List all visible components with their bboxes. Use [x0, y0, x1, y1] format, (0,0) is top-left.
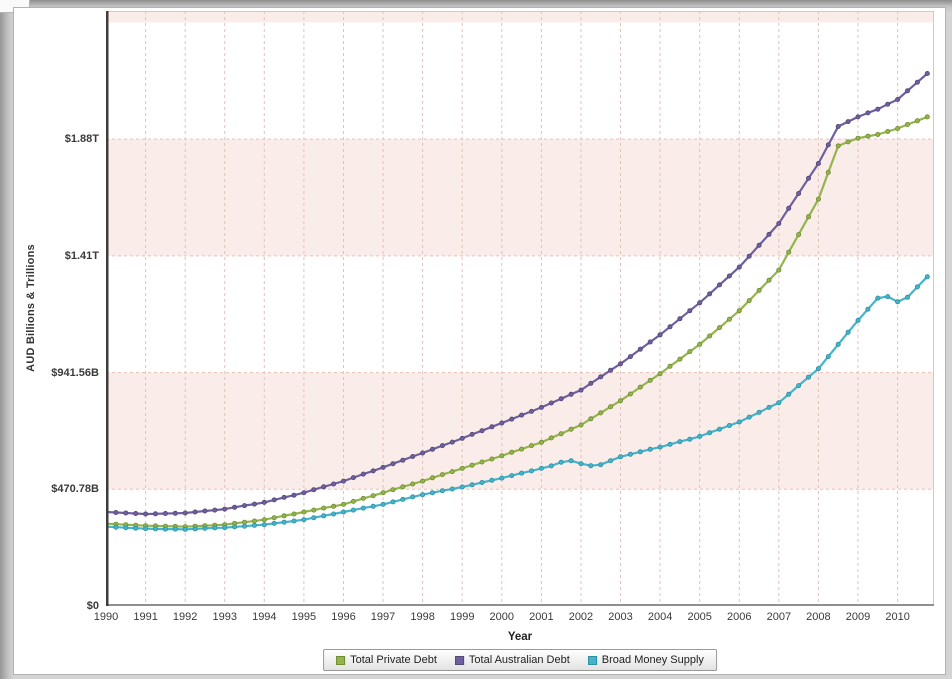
x-tick-label: 2003	[608, 611, 633, 623]
chart-plot-area	[106, 11, 934, 606]
y-tick-label: $1.88T	[64, 133, 99, 146]
y-axis-title: AUD Billions & Trillions	[25, 244, 37, 372]
legend-label: Total Private Debt	[350, 654, 437, 666]
legend-item-broad-money-supply[interactable]: Broad Money Supply	[587, 654, 704, 666]
y-tick-label: $941.56B	[51, 366, 99, 379]
x-tick-label: 1997	[370, 611, 396, 623]
x-tick-label: 1990	[93, 611, 119, 623]
x-tick-label: 1995	[291, 611, 317, 623]
series-total-private-debt	[106, 114, 930, 530]
series-markers-total-private-debt	[106, 114, 930, 530]
legend-swatch-icon	[454, 655, 464, 665]
x-tick-label: 2000	[489, 611, 515, 623]
series-markers-broad-money-supply	[106, 274, 930, 532]
chart-panel: AUD Billions & Trillions $0 $470.78B $941.…	[13, 7, 946, 675]
x-tick-label: 2008	[806, 611, 831, 623]
series-markers-total-australian-debt	[106, 71, 930, 517]
x-tick-label: 2002	[568, 611, 594, 623]
x-tick-label: 2006	[727, 611, 752, 623]
x-tick-label: 2001	[529, 611, 554, 623]
legend-label: Total Australian Debt	[468, 654, 570, 666]
x-axis-title: Year	[507, 631, 533, 643]
y-tick-label: $0	[86, 600, 99, 612]
x-tick-label: 2004	[647, 611, 673, 623]
x-tick-label: 1996	[331, 611, 356, 623]
chart-legend: Total Private Debt Total Australian Debt B…	[323, 649, 717, 671]
x-tick-label: 1994	[252, 611, 277, 623]
x-tick-label: 1993	[212, 611, 237, 623]
x-tick-label: 1998	[410, 611, 435, 623]
y-axis-line	[106, 11, 109, 606]
x-tick-label: 1999	[449, 611, 475, 623]
legend-swatch-icon	[336, 655, 346, 665]
series-total-australian-debt	[106, 71, 930, 517]
x-tick-label: 2007	[766, 611, 792, 623]
x-tick-label: 1991	[133, 611, 158, 623]
legend-item-total-australian-debt[interactable]: Total Australian Debt	[454, 654, 570, 666]
x-tick-label: 2005	[687, 611, 712, 623]
x-axis-tick-labels: 1990 1991 1992 1993 1994 1995 1996 1997 1998 1999…	[14, 611, 945, 625]
legend-swatch-icon	[587, 655, 597, 665]
y-tick-label: $1.41T	[64, 249, 99, 262]
x-tick-label: 2010	[885, 611, 910, 623]
x-axis-line	[106, 604, 934, 606]
left-shadow	[0, 0, 14, 679]
x-tick-label: 1992	[172, 611, 198, 623]
gridlines	[106, 11, 934, 606]
x-tick-label: 2009	[845, 611, 871, 623]
y-tick-label: $470.78B	[51, 483, 99, 496]
legend-item-total-private-debt[interactable]: Total Private Debt	[336, 654, 437, 666]
series-broad-money-supply	[106, 274, 930, 532]
legend-label: Broad Money Supply	[601, 654, 704, 666]
plot-bands	[106, 11, 934, 490]
